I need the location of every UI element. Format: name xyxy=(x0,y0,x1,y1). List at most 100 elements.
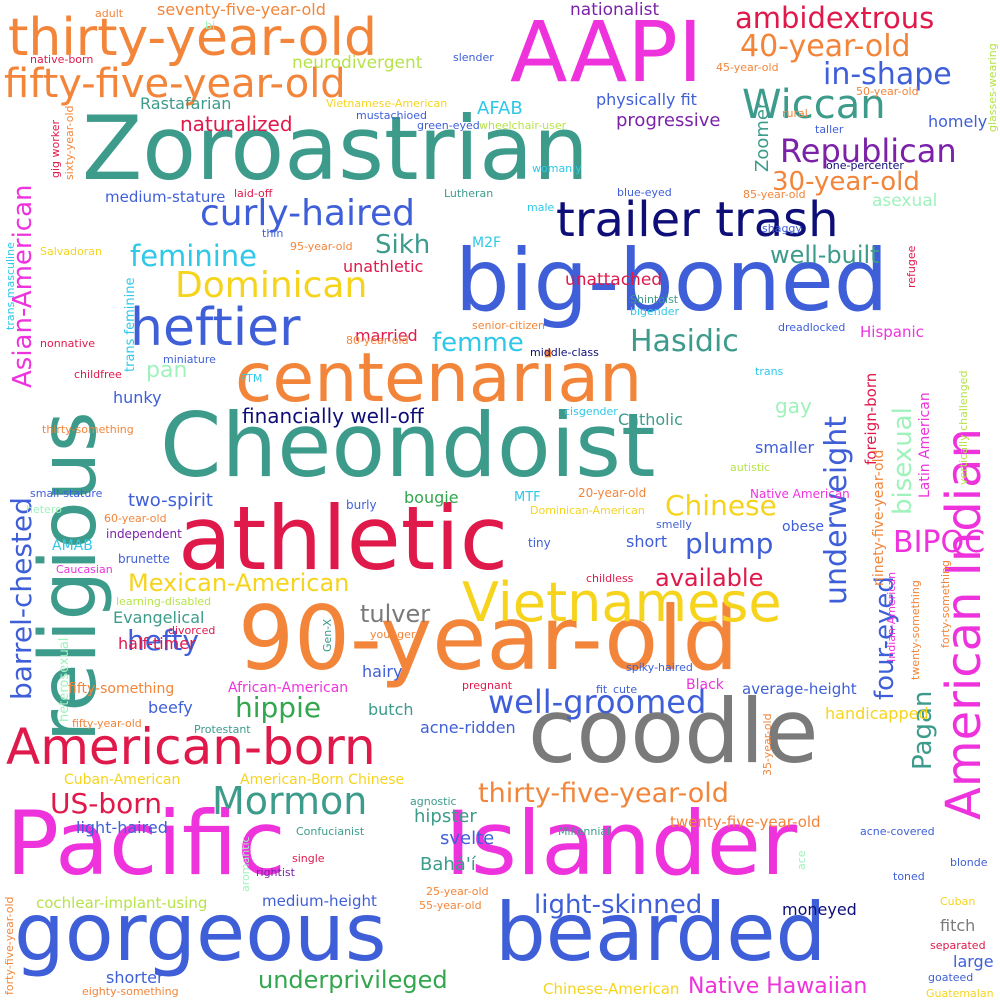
word: taller xyxy=(815,123,844,136)
word: Wiccan xyxy=(742,82,886,128)
word: ambidextrous xyxy=(735,1,935,35)
word: 50-year-old xyxy=(856,85,919,98)
word: Latin American xyxy=(917,392,933,498)
word: Protestant xyxy=(194,723,251,736)
word: gig worker xyxy=(49,119,62,178)
word: green-eyed xyxy=(417,119,480,132)
word: Confucianist xyxy=(296,825,365,838)
word: fifty-something xyxy=(68,681,175,697)
word: Caucasian xyxy=(56,563,113,576)
word: two-spirit xyxy=(128,490,213,511)
word: slender xyxy=(453,51,494,64)
word: underprivileged xyxy=(258,966,448,994)
word: 20-year-old xyxy=(578,486,647,500)
word: fitch xyxy=(940,916,976,935)
word: centenarian xyxy=(235,339,643,418)
word: available xyxy=(655,564,764,592)
word: Lutheran xyxy=(444,187,494,200)
word: adult xyxy=(95,7,124,20)
word: Vietnamese-American xyxy=(326,97,448,110)
word: trans xyxy=(755,365,784,378)
word: in-shape xyxy=(823,57,952,92)
word: homely xyxy=(928,112,988,131)
word: 35-year-old xyxy=(761,713,774,776)
word: forty-five-year-old xyxy=(3,896,16,995)
word: athletic xyxy=(178,487,509,590)
word: learning-disabled xyxy=(116,595,212,608)
word: middle-class xyxy=(530,346,599,359)
word: obese xyxy=(782,519,824,535)
word: Black xyxy=(686,677,724,693)
word: senior-citizen xyxy=(472,319,546,332)
word: US-born xyxy=(50,787,163,820)
word: 60-year-old xyxy=(104,512,167,525)
word: African-American xyxy=(228,680,349,696)
word: refugee xyxy=(905,245,918,288)
word: unattached xyxy=(565,270,663,290)
word: Mexican-American xyxy=(128,569,350,597)
word: curly-haired xyxy=(200,193,415,234)
word: mustachioed xyxy=(356,109,428,122)
word: American-Born Chinese xyxy=(240,772,405,788)
word: AMAB xyxy=(52,538,93,554)
word: Rastafarian xyxy=(140,94,232,113)
word: autistic xyxy=(730,461,771,474)
word: well-groomed xyxy=(488,683,707,721)
word: Cuban xyxy=(940,895,976,908)
word: Cheondoist xyxy=(160,394,656,497)
word: ninety-five-year-old xyxy=(871,449,887,586)
word: single xyxy=(292,852,325,865)
word: hunky xyxy=(113,388,162,407)
word: well-built xyxy=(770,241,880,269)
word: heftier xyxy=(130,298,301,358)
word: small-stature xyxy=(30,487,103,500)
word: ace xyxy=(795,850,808,870)
word: MTF xyxy=(514,490,541,505)
word: native-born xyxy=(30,53,94,66)
word: moneyed xyxy=(782,900,857,919)
word: BIPOC xyxy=(893,525,986,560)
word: tulver xyxy=(360,600,431,628)
word: bi xyxy=(205,19,216,32)
word: Zoroastrian xyxy=(82,97,589,200)
word: rural xyxy=(782,107,808,120)
word: light-skinned xyxy=(534,890,703,920)
word: thirty-five-year-old xyxy=(478,778,729,809)
word: childfree xyxy=(74,368,122,381)
word: underweight xyxy=(819,415,854,605)
word: Pagan xyxy=(908,690,938,770)
word: hipster xyxy=(414,806,477,827)
word: M2F xyxy=(472,235,502,251)
word: hairy xyxy=(362,662,403,681)
word: cochlear-implant-using xyxy=(36,894,208,912)
word: Islander xyxy=(445,792,798,895)
word: thin xyxy=(262,227,284,240)
word: cisgender xyxy=(564,405,618,418)
word: blonde xyxy=(950,856,988,869)
word: laid-off xyxy=(234,187,273,200)
word: seventy-five-year-old xyxy=(157,0,326,19)
word: wheelchair-user xyxy=(479,119,567,132)
word: Gen-X xyxy=(321,618,334,652)
word: beefy xyxy=(148,698,193,717)
word: trans masculine xyxy=(4,242,17,330)
word: svelte xyxy=(440,828,495,849)
word: dreadlocked xyxy=(778,321,846,334)
word: Mormon xyxy=(212,779,368,823)
word: married xyxy=(355,326,418,345)
word: feminine xyxy=(130,239,258,273)
word: toned xyxy=(893,870,925,883)
word: asexual xyxy=(872,191,938,211)
word: large xyxy=(953,952,994,971)
word: shorter xyxy=(106,968,164,987)
word: goateed xyxy=(928,971,974,984)
word: handicapped xyxy=(825,704,929,723)
word: acne-covered xyxy=(860,825,935,838)
word: spiky-haired xyxy=(626,661,693,674)
word: medium-stature xyxy=(105,188,226,206)
word: shaggy xyxy=(762,222,802,235)
word: gorgeous xyxy=(14,886,387,979)
word: nationalist xyxy=(570,0,660,20)
word: progressive xyxy=(616,110,721,131)
word: bearded xyxy=(495,886,827,979)
